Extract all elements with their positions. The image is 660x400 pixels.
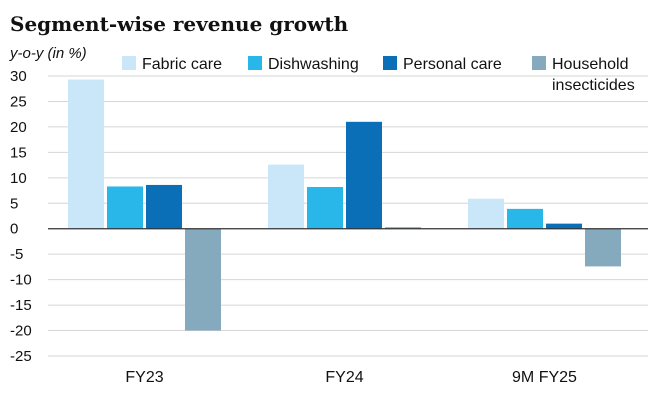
y-tick-label: 20 [10,119,27,136]
bar-0-0 [68,79,104,229]
bar-1-1 [307,186,343,229]
bar-1-3 [385,227,421,229]
y-tick-label: 0 [10,221,18,238]
bar-2-0 [468,198,504,229]
y-tick-label: 30 [10,68,27,85]
y-axis-label: y-o-y (in %) [9,45,87,62]
bar-0-3 [185,228,221,331]
legend-label: Fabric care [142,56,222,73]
legend: Fabric care Dishwashing Personal care House… [122,56,635,94]
legend-label: insecticides [552,77,635,94]
x-category-label: 9M FY25 [512,369,577,386]
chart-title: Segment-wise revenue growth [10,12,349,36]
legend-swatch [383,56,397,70]
legend-swatch [122,56,136,70]
x-category-label: FY23 [125,369,163,386]
y-tick-label: 25 [10,93,27,110]
legend-swatch [532,56,546,70]
legend-swatch [248,56,262,70]
y-tick-label: -25 [10,348,32,365]
bar-0-2 [146,184,182,229]
y-axis-ticks: 30 25 20 15 10 5 0 -5 -10 -15 -20 -25 [10,68,32,365]
y-tick-label: 10 [10,170,27,187]
legend-label: Personal care [403,56,502,73]
y-tick-label: 15 [10,144,27,161]
y-tick-label: -10 [10,272,32,289]
bar-1-2 [346,121,382,229]
x-axis-categories: FY23 FY24 9M FY25 [125,369,577,386]
legend-label: Household [552,56,629,73]
y-tick-label: -20 [10,323,32,340]
bar-0-1 [107,186,143,229]
x-category-label: FY24 [325,369,363,386]
bar-2-3 [585,228,621,267]
y-tick-label: -5 [10,246,23,263]
legend-label: Dishwashing [268,56,359,73]
bar-1-0 [268,164,304,229]
bars [68,79,621,331]
y-tick-label: -15 [10,297,32,314]
bar-2-2 [546,223,582,229]
y-tick-label: 5 [10,195,18,212]
bar-2-1 [507,208,543,229]
